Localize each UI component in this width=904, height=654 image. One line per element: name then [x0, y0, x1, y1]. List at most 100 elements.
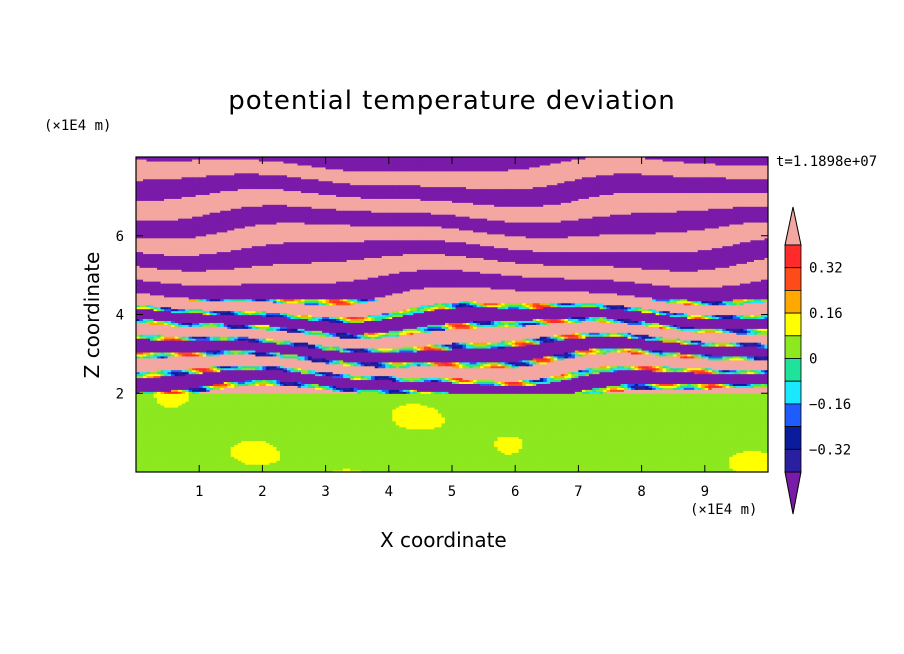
contour-cell [178, 326, 183, 329]
contour-cell [195, 221, 200, 225]
contour-cell [195, 304, 200, 308]
contour-cell [167, 176, 172, 180]
contour-cell [206, 178, 211, 182]
contour-cell [199, 409, 204, 412]
contour-cell [139, 361, 144, 365]
contour-cell [136, 188, 141, 192]
contour-cell [160, 416, 165, 420]
contour-cell [206, 267, 211, 270]
contour-cell [178, 306, 183, 310]
contour-cell [209, 247, 214, 251]
contour-cell [209, 355, 214, 359]
contour-cell [199, 237, 204, 241]
contour-cell [213, 383, 218, 386]
contour-cell [181, 330, 186, 333]
contour-cell [150, 233, 155, 237]
contour-cell [146, 424, 151, 428]
contour-cell [160, 405, 165, 408]
contour-cell [199, 298, 204, 302]
contour-cell [206, 286, 211, 290]
contour-cell [202, 312, 207, 316]
contour-cell [195, 334, 200, 337]
contour-cell [209, 310, 214, 314]
contour-cell [178, 164, 183, 168]
contour-cell [167, 275, 172, 278]
contour-cell [174, 202, 179, 205]
contour-cell [139, 436, 144, 440]
contour-cell [167, 353, 172, 357]
contour-cell [213, 162, 218, 166]
contour-cell [157, 247, 162, 251]
contour-cell [178, 186, 183, 190]
contour-cell [174, 208, 179, 211]
contour-cell [202, 353, 207, 357]
contour-cell [192, 420, 197, 424]
contour-cell [188, 357, 193, 361]
contour-cell [167, 346, 172, 349]
contour-cell [178, 361, 183, 365]
contour-cell [136, 302, 141, 306]
contour-cell [139, 401, 144, 404]
contour-cell [143, 216, 148, 219]
contour-cell [188, 430, 193, 434]
contour-cell [171, 162, 176, 166]
contour-cell [185, 288, 190, 292]
contour-cell [153, 286, 158, 290]
contour-cell [199, 247, 204, 251]
contour-cell [192, 397, 197, 400]
contour-cell [153, 239, 158, 243]
contour-cell [195, 410, 200, 414]
contour-cell [164, 462, 169, 465]
contour-cell [209, 346, 214, 349]
contour-cell [146, 182, 151, 186]
contour-cell [185, 434, 190, 438]
contour-cell [139, 440, 144, 444]
contour-cell [167, 174, 172, 178]
contour-cell [167, 294, 172, 298]
contour-cell [157, 349, 162, 353]
contour-cell [185, 237, 190, 241]
contour-cell [153, 332, 158, 335]
contour-cell [167, 342, 172, 345]
contour-cell [202, 446, 207, 449]
contour-cell [164, 265, 169, 268]
contour-cell [146, 198, 151, 201]
contour-cell [181, 273, 186, 276]
contour-cell [202, 391, 207, 394]
contour-cell [185, 351, 190, 355]
contour-cell [178, 385, 183, 388]
contour-cell [153, 379, 158, 383]
contour-cell [174, 466, 179, 469]
contour-cell [178, 318, 183, 322]
contour-cell [192, 286, 197, 290]
contour-cell [199, 379, 204, 383]
contour-cell [164, 424, 169, 428]
contour-cell [136, 460, 141, 463]
contour-cell [160, 328, 165, 331]
contour-cell [139, 446, 144, 449]
contour-cell [209, 332, 214, 335]
contour-cell [150, 456, 155, 459]
contour-cell [185, 420, 190, 424]
contour-cell [181, 296, 186, 300]
contour-cell [174, 434, 179, 438]
contour-cell [202, 381, 207, 385]
contour-cell [146, 186, 151, 190]
contour-cell [192, 158, 197, 162]
contour-cell [181, 216, 186, 219]
contour-cell [171, 324, 176, 327]
contour-cell [209, 214, 214, 217]
contour-cell [195, 239, 200, 243]
contour-cell [164, 263, 169, 266]
contour-cell [192, 186, 197, 190]
contour-cell [213, 332, 218, 335]
contour-cell [195, 170, 200, 174]
contour-cell [199, 357, 204, 361]
contour-cell [153, 314, 158, 318]
contour-cell [209, 407, 214, 410]
contour-cell [153, 340, 158, 343]
contour-cell [195, 208, 200, 211]
contour-cell [143, 210, 148, 213]
contour-cell [136, 261, 141, 264]
contour-cell [153, 460, 158, 463]
